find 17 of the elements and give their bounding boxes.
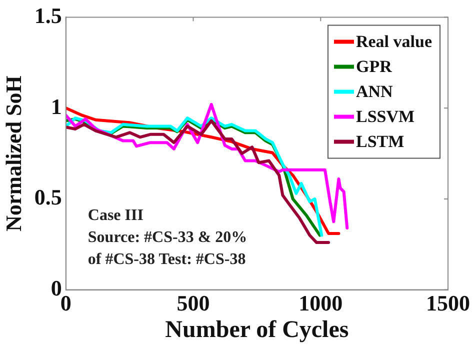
legend-label: GPR xyxy=(356,57,393,76)
y-axis-title: Normalized SoH xyxy=(0,76,26,232)
legend-label: LSSVM xyxy=(356,107,415,126)
annotation: Source: #CS-33 & 20% xyxy=(88,228,248,246)
y-tick-label: 1 xyxy=(50,94,62,119)
x-tick-label: 1000 xyxy=(298,290,343,316)
annotation: Case III xyxy=(88,206,144,224)
y-tick-label: 0.5 xyxy=(34,184,62,210)
x-axis-title: Number of Cycles xyxy=(165,316,349,343)
x-tick-label: 500 xyxy=(176,290,210,316)
x-tick-label: 1500 xyxy=(426,290,470,316)
legend-label: LSTM xyxy=(356,132,404,152)
y-tick-label: 0 xyxy=(50,275,62,300)
y-tick-label: 1.5 xyxy=(34,2,62,28)
legend-label: ANN xyxy=(356,82,394,102)
legend-label: Real value xyxy=(356,32,432,52)
annotation: of #CS-38 Test: #CS-38 xyxy=(88,250,246,268)
